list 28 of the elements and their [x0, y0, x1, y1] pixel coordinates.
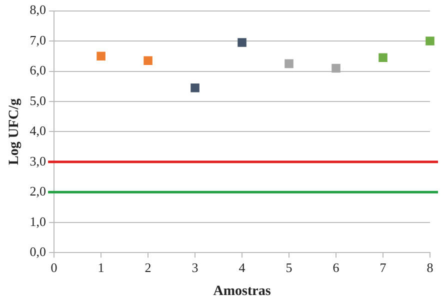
point — [332, 64, 340, 73]
point — [426, 36, 434, 46]
y-tick-label: 6,0 — [30, 62, 46, 78]
y-tick-label: 0,0 — [30, 244, 46, 260]
x-tick-label: 4 — [238, 260, 246, 275]
point — [284, 59, 294, 68]
y-axis-title: Log UFC/g — [7, 98, 22, 165]
x-tick-label: 3 — [192, 260, 198, 275]
x-tick-label: 2 — [144, 260, 152, 275]
point — [190, 83, 200, 92]
x-tick-label: 5 — [286, 260, 292, 275]
point — [238, 38, 246, 47]
x-tick-label: 6 — [332, 260, 340, 275]
x-axis-title: Amostras — [213, 284, 272, 300]
y-tick-label: 8,0 — [30, 2, 46, 18]
x-tick-label: 1 — [98, 260, 104, 275]
point — [96, 52, 106, 61]
y-tick-label: 7,0 — [30, 32, 46, 48]
y-tick-label: 1,0 — [30, 214, 46, 229]
point — [378, 53, 388, 62]
x-tick-label: 7 — [380, 260, 387, 275]
y-tick-label: 4,0 — [30, 123, 46, 138]
x-tick-label: 0 — [50, 260, 58, 275]
y-tick-label: 2,0 — [30, 184, 46, 199]
x-tick-label: 8 — [426, 260, 434, 275]
y-tick-label: 3,0 — [30, 153, 46, 168]
point — [144, 56, 152, 66]
y-tick-label: 5,0 — [30, 92, 46, 108]
